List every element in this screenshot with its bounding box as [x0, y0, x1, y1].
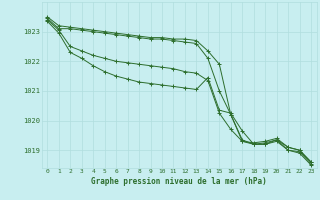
X-axis label: Graphe pression niveau de la mer (hPa): Graphe pression niveau de la mer (hPa) [91, 177, 267, 186]
